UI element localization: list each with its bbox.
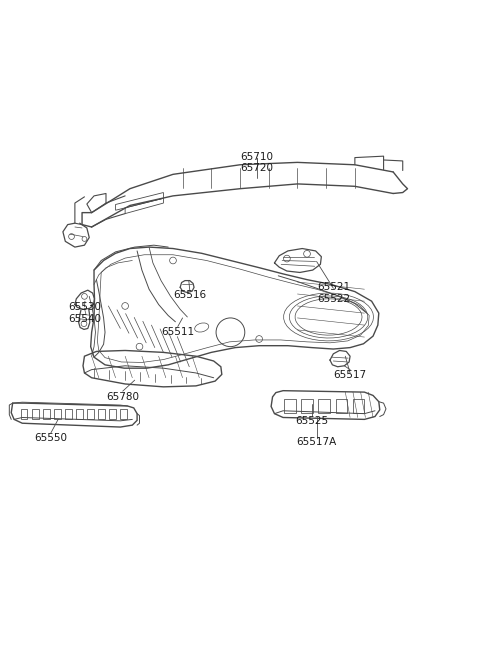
Text: 65710
65720: 65710 65720 bbox=[240, 151, 273, 173]
Bar bbox=[284, 400, 296, 413]
Text: 65550: 65550 bbox=[35, 432, 68, 443]
Text: 65530
65540: 65530 65540 bbox=[68, 303, 101, 324]
Bar bbox=[54, 409, 60, 419]
Text: 65517A: 65517A bbox=[297, 438, 336, 447]
Bar bbox=[76, 409, 83, 419]
Text: 65525: 65525 bbox=[295, 416, 328, 426]
Bar bbox=[109, 409, 116, 419]
Bar bbox=[32, 409, 38, 419]
Text: 65521
65522: 65521 65522 bbox=[317, 282, 350, 304]
Bar bbox=[87, 409, 94, 419]
Bar bbox=[353, 400, 364, 413]
Text: 65517: 65517 bbox=[334, 370, 367, 381]
Bar bbox=[336, 400, 347, 413]
Bar bbox=[301, 400, 313, 413]
Text: 65511: 65511 bbox=[161, 328, 194, 337]
Text: 65780: 65780 bbox=[106, 392, 139, 402]
Bar bbox=[120, 409, 127, 419]
Bar bbox=[98, 409, 105, 419]
Bar bbox=[21, 409, 27, 419]
Bar bbox=[65, 409, 72, 419]
Bar bbox=[319, 400, 330, 413]
Text: 65516: 65516 bbox=[173, 290, 206, 300]
Bar bbox=[43, 409, 49, 419]
